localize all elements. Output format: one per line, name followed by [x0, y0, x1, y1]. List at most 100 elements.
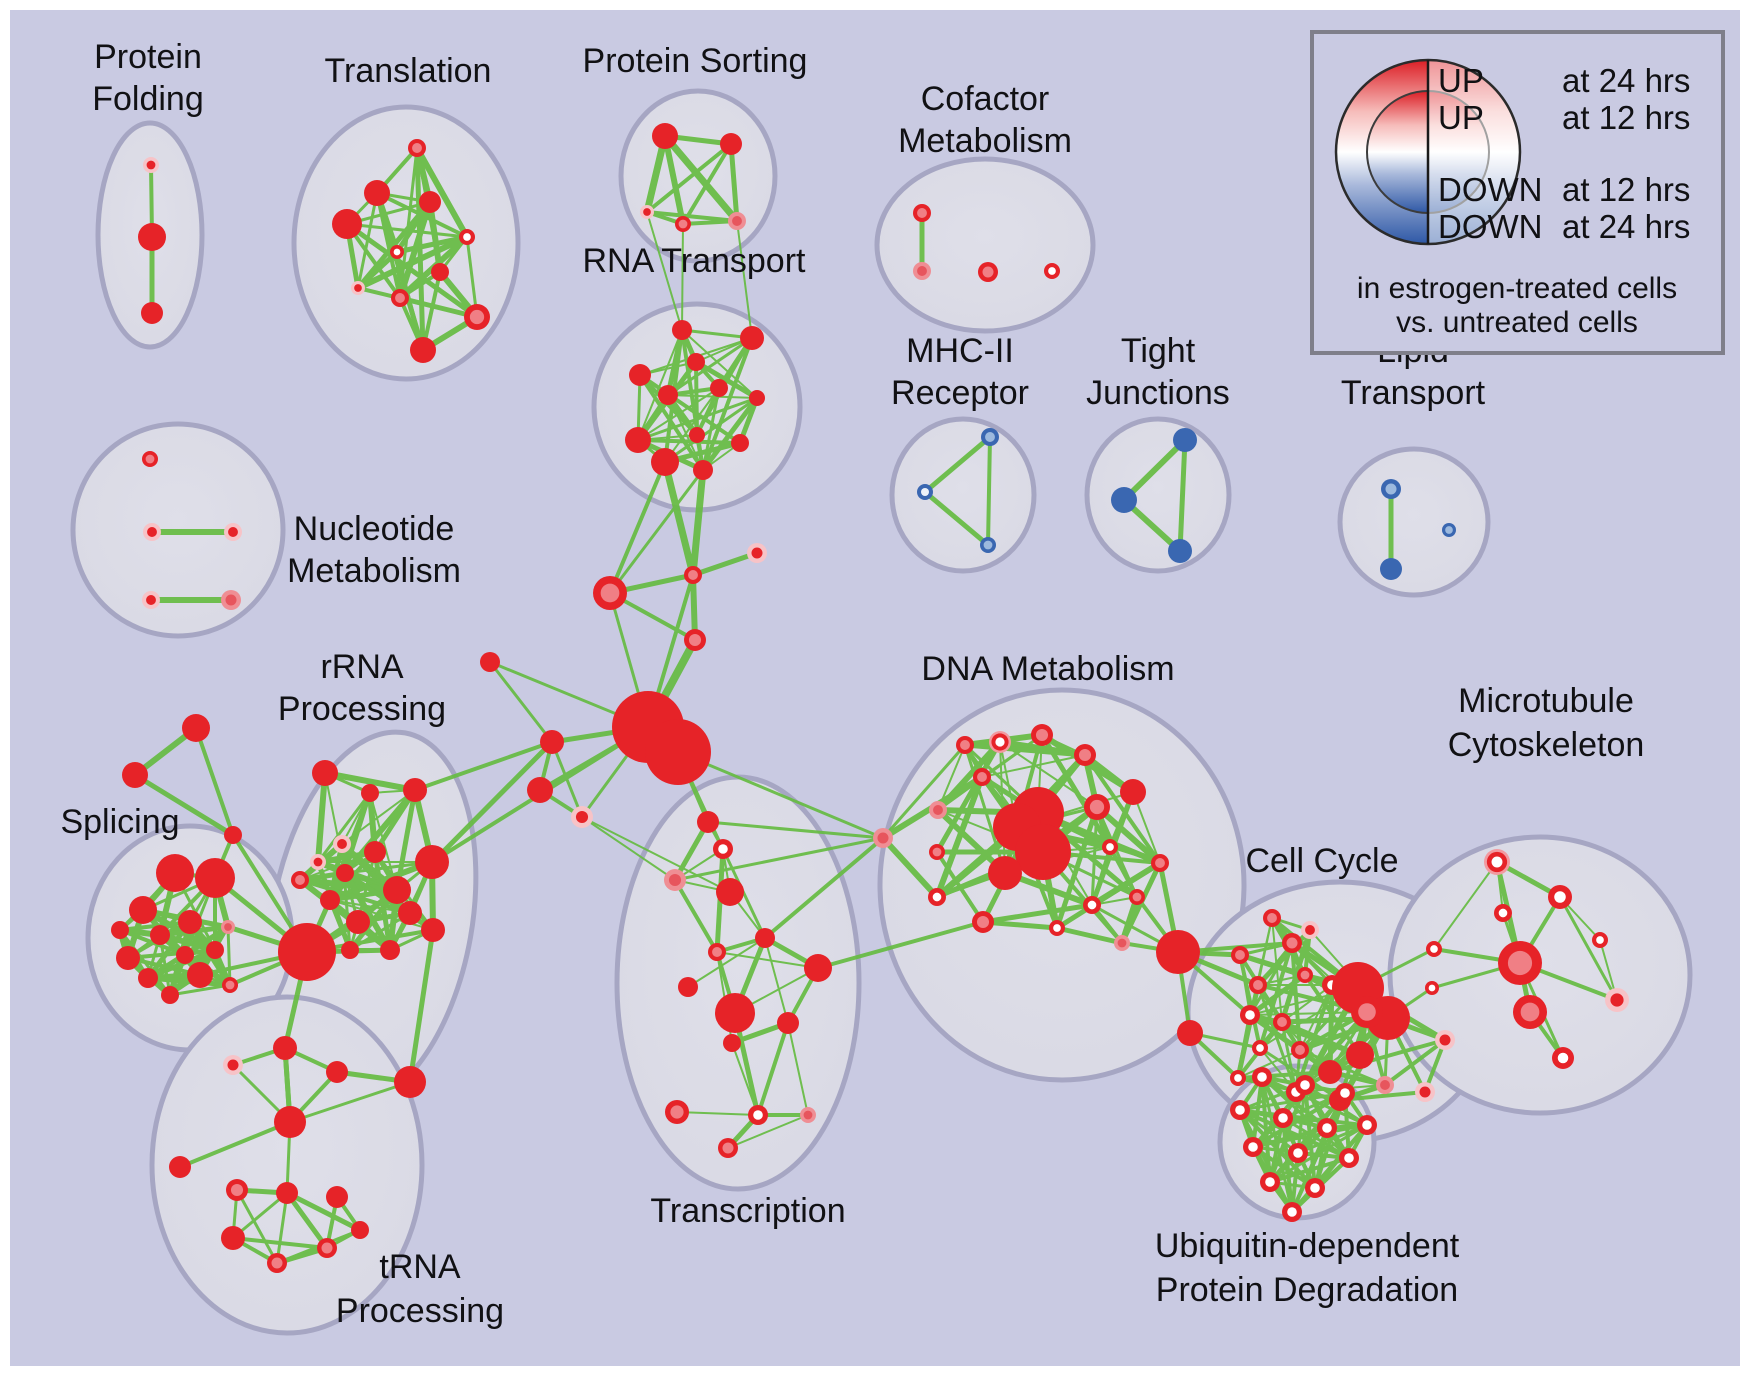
mesh-edge-dna-metabolism — [980, 919, 1060, 931]
node-body — [320, 890, 340, 910]
network-node-connector — [1156, 930, 1200, 974]
node-body — [274, 1106, 306, 1138]
legend-time-1: at 12 hrs — [1562, 99, 1690, 136]
network-node-ubiquitin-degradation — [1252, 1067, 1272, 1087]
network-node-dna-metabolism — [988, 856, 1022, 890]
mesh-edge-translation — [421, 270, 442, 352]
mesh-edge-cell-cycle — [1271, 917, 1283, 1023]
mesh-edge-rna-transport — [663, 396, 759, 464]
node-body — [1177, 1020, 1203, 1046]
network-node-transcription — [678, 977, 698, 997]
node-body — [415, 845, 449, 879]
mesh-edge-rrna-processing — [322, 770, 418, 793]
network-node-splicing — [116, 946, 140, 970]
node-body — [651, 448, 679, 476]
network-node-nucleotide-metabolism — [142, 451, 158, 467]
node-center — [917, 266, 927, 276]
bridge-edge — [706, 820, 885, 840]
mesh-edge-dna-metabolism — [934, 739, 1003, 855]
mesh-edge-rna-transport — [637, 387, 720, 441]
network-node-lipid-transport — [1381, 479, 1401, 499]
network-node-ubiquitin-degradation — [1295, 1075, 1315, 1095]
bridge-edge — [922, 434, 993, 495]
node-body — [138, 223, 166, 251]
bridge-edge — [488, 660, 554, 744]
network-node-ubiquitin-degradation — [1339, 1148, 1359, 1168]
cluster-label-dna-metabolism: DNA Metabolism — [921, 650, 1174, 688]
network-node-translation — [364, 180, 390, 206]
mesh-edge-translation — [355, 249, 400, 291]
mesh-edge-transcription — [731, 1042, 759, 1116]
node-body — [364, 841, 386, 863]
node-body — [716, 878, 744, 906]
mesh-edge-rrna-processing — [299, 851, 376, 881]
cluster-label-protein-sorting: Protein Sorting — [583, 42, 808, 80]
node-body — [988, 856, 1022, 890]
mesh-edge-transcription — [787, 1022, 809, 1116]
node-body — [169, 1156, 191, 1178]
network-node-splicing — [111, 921, 129, 939]
network-node-cell-cycle — [1240, 1005, 1260, 1025]
bridge-edge — [288, 1080, 412, 1124]
network-node-nucleotide-metabolism — [221, 590, 241, 610]
mesh-edge-cell-cycle — [1338, 1090, 1427, 1102]
node-body — [326, 1061, 348, 1083]
node-body — [527, 777, 553, 803]
mesh-edge-protein-sorting — [681, 142, 733, 226]
network-node-tight-junctions — [1168, 539, 1192, 563]
mesh-edge-protein-sorting — [645, 210, 739, 223]
mesh-edge-protein-sorting — [681, 219, 739, 226]
mesh-edge-dna-metabolism — [934, 774, 985, 900]
bridge-edge — [413, 740, 554, 792]
node-center — [688, 570, 698, 580]
network-node-rrna-processing — [346, 910, 370, 934]
bridge-edge — [689, 466, 707, 579]
node-center — [1310, 1183, 1320, 1193]
node-center — [147, 527, 157, 537]
network-node-cell-cycle — [1351, 996, 1383, 1028]
node-center — [1596, 936, 1604, 944]
node-center — [1610, 993, 1624, 1007]
mesh-edge-rna-transport — [700, 395, 760, 473]
network-node-rna-transport — [689, 427, 705, 443]
network-node-cofactor-metabolism — [913, 204, 931, 222]
network-node-ubiquitin-degradation — [1230, 1100, 1250, 1120]
network-node-rrna-processing — [291, 871, 309, 889]
node-center — [983, 540, 993, 550]
mesh-edge-transcription — [727, 1114, 809, 1149]
network-node-dna-metabolism — [1049, 920, 1065, 936]
network-node-splicing — [195, 858, 235, 898]
network-node-cell-cycle — [1273, 1013, 1291, 1031]
cluster-label-translation: Translation — [325, 52, 492, 90]
bridge-edge — [430, 739, 555, 865]
node-body — [312, 760, 338, 786]
network-node-cell-cycle — [1297, 967, 1313, 983]
cluster-label-mhc-ii-receptor: Receptor — [891, 374, 1029, 412]
network-node-rna-transport — [710, 379, 728, 397]
node-center — [1256, 1044, 1264, 1052]
network-node-connector — [684, 566, 702, 584]
node-body — [156, 854, 194, 892]
legend: UP at 24 hrs UP at 12 hrs DOWN at 12 hrs DOWN a… — [1310, 30, 1725, 355]
node-body — [361, 784, 379, 802]
mesh-edge-rna-transport — [664, 387, 720, 463]
node-body — [195, 858, 235, 898]
network-node-trna-processing — [326, 1186, 348, 1208]
mesh-edge-splicing — [168, 983, 232, 997]
cluster-label-rrna-processing: rRNA — [320, 648, 403, 686]
node-body — [431, 263, 449, 281]
network-node-ubiquitin-degradation — [1288, 1143, 1308, 1163]
node-center — [1428, 984, 1436, 992]
node-center — [313, 857, 323, 867]
node-center — [1557, 1052, 1569, 1064]
bridge-edge — [661, 458, 697, 579]
mesh-edge-rna-transport — [693, 359, 760, 401]
node-center — [1257, 1072, 1267, 1082]
network-node-dna-metabolism — [956, 736, 974, 754]
network-node-dna-metabolism — [973, 768, 991, 786]
node-center — [933, 805, 943, 815]
node-center — [1385, 483, 1397, 495]
network-node-trna-processing — [274, 1106, 306, 1138]
